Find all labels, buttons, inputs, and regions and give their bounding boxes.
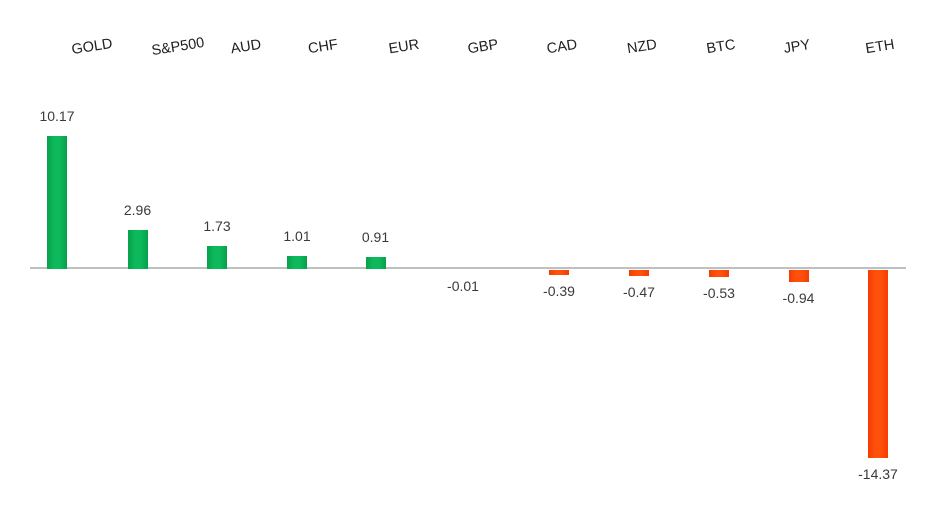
value-label-gbp: -0.01 — [447, 278, 479, 295]
value-label-btc: -0.53 — [703, 284, 735, 301]
value-label-eur: 0.91 — [361, 229, 390, 246]
category-label-eur: EUR — [387, 36, 421, 58]
value-label-gold: 10.17 — [39, 108, 75, 125]
bar-btc — [709, 270, 729, 277]
bar-nzd — [629, 270, 649, 277]
category-label-gbp: GBP — [466, 36, 500, 58]
bar-aud — [207, 246, 227, 269]
bar-chf — [287, 255, 307, 269]
bar-eth — [868, 270, 888, 458]
category-label-gold: GOLD — [70, 35, 114, 59]
category-label-nzd: NZD — [626, 36, 658, 58]
value-label-aud: 1.73 — [203, 218, 231, 235]
category-label-eth: ETH — [864, 36, 896, 58]
value-label-eth: -14.37 — [858, 465, 898, 482]
bar-eur — [365, 257, 386, 269]
bar-jpy — [788, 270, 809, 283]
value-label-chf: 1.01 — [283, 227, 311, 244]
value-label-nzd: -0.47 — [623, 284, 655, 301]
bar-cad — [549, 270, 569, 276]
value-label-jpy: -0.94 — [782, 290, 815, 307]
category-label-cad: CAD — [545, 36, 579, 58]
bar-gold — [47, 136, 67, 269]
x-axis-line — [30, 267, 906, 269]
category-label-chf: CHF — [307, 36, 339, 58]
value-label-cad: -0.39 — [543, 283, 575, 300]
value-label-sp500: 2.96 — [123, 202, 152, 219]
bar-sp500 — [127, 230, 148, 269]
